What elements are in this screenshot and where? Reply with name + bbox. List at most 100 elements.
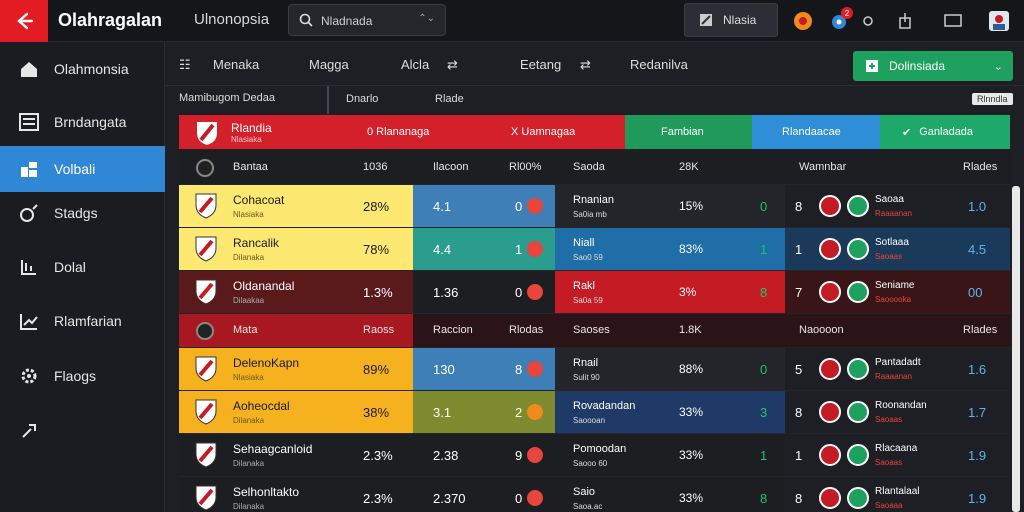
sidebar-item-volleyball[interactable]: Volbali	[0, 146, 165, 192]
away-team-logo-icon[interactable]	[847, 195, 869, 217]
tab-eetang[interactable]: Eetang	[520, 57, 562, 72]
home-team-logo-icon[interactable]	[819, 444, 841, 466]
sidebar-item-logout[interactable]	[0, 408, 165, 454]
status-dot-icon[interactable]	[527, 241, 543, 257]
filter-option-dnarlo[interactable]: Dnarlo	[346, 93, 379, 105]
summary-cell[interactable]: X Uamnagaa	[505, 115, 625, 149]
player-name[interactable]: Rnail	[573, 357, 599, 369]
sidebar-item-home[interactable]: Olahmonsia	[0, 46, 165, 92]
filter-option-rlade[interactable]: Rlade	[435, 93, 464, 105]
search-options-icon[interactable]: ⌃⌄	[418, 13, 435, 24]
summary-cell[interactable]: ✔ Ganladada	[880, 115, 1010, 149]
column-far-header[interactable]: Naoooon	[799, 324, 844, 336]
screen-icon[interactable]	[940, 8, 966, 34]
opponent-name[interactable]: Seniame	[875, 280, 915, 291]
status-dot-icon[interactable]	[527, 404, 543, 420]
column-mid-header[interactable]: Ilacoon	[433, 161, 469, 173]
status-dot-icon[interactable]	[527, 490, 543, 506]
tab-alcla[interactable]: Alcla	[401, 57, 430, 72]
sort-icon[interactable]: ⇄	[447, 57, 458, 72]
column-right-header[interactable]: Saoses	[573, 324, 610, 336]
column-mid-pct-header[interactable]: Rl00%	[509, 161, 542, 173]
back-button[interactable]	[0, 0, 48, 42]
share-icon[interactable]	[892, 8, 918, 34]
table-row[interactable]: Cohacoat Nlasiaka 28% 4.1 0 Rnanian Sa0i…	[179, 185, 1010, 228]
table-row[interactable]: DelenoKapn Nlasiaka 89% 130 8 Rnail Suli…	[179, 348, 1010, 391]
team-name[interactable]: Cohacoat	[233, 193, 285, 207]
status-dot-icon[interactable]	[527, 447, 543, 463]
sidebar-item-stadium[interactable]: Stadgs	[0, 190, 165, 236]
column-far-val-header[interactable]: Rlades	[963, 161, 998, 173]
player-name[interactable]: Rakl	[573, 280, 596, 292]
home-team-logo-icon[interactable]	[819, 195, 841, 217]
team-name[interactable]: Sehaagcanloid	[233, 442, 313, 456]
home-team-logo-icon[interactable]	[819, 487, 841, 509]
scrollbar[interactable]	[1012, 186, 1020, 512]
top-action-button[interactable]: Nlasia	[684, 3, 778, 37]
column-pct-header[interactable]: 1036	[363, 161, 388, 173]
opponent-name[interactable]: Pantadadt	[875, 357, 921, 368]
player-name[interactable]: Niall	[573, 237, 595, 249]
away-team-logo-icon[interactable]	[847, 444, 869, 466]
home-team-logo-icon[interactable]	[819, 281, 841, 303]
column-right-val-header[interactable]: 28K	[679, 161, 699, 173]
away-team-logo-icon[interactable]	[847, 401, 869, 423]
tab-menaka[interactable]: Menaka	[213, 57, 260, 72]
table-row[interactable]: Oldanandal Dilaakaa 1.3% 1.36 0 Rakl Sa0…	[179, 271, 1010, 314]
summary-cell[interactable]: Fambian	[625, 115, 752, 149]
filter-chip[interactable]: Rlnndla	[972, 93, 1013, 105]
column-far-val-header[interactable]: Rlades	[963, 324, 998, 336]
team-name[interactable]: Aoheocdal	[233, 399, 290, 413]
table-row[interactable]: Aoheocdal Dilanaka 38% 3.1 2 Rovadandan …	[179, 391, 1010, 434]
opponent-name[interactable]: Rlantalaal	[875, 486, 920, 497]
opponent-name[interactable]: Rlacaana	[875, 443, 918, 454]
player-name[interactable]: Rovadandan	[573, 400, 636, 412]
opponent-name[interactable]: Sotlaaa	[875, 237, 909, 248]
status-dot-icon[interactable]	[527, 198, 543, 214]
player-name[interactable]: Pomoodan	[573, 443, 627, 455]
trophy-icon[interactable]	[790, 8, 816, 34]
sidebar-item-bracket[interactable]: Dolal	[0, 244, 165, 290]
summary-cell[interactable]: 0 Rlananaga	[359, 115, 505, 149]
table-row[interactable]: Sehaagcanloid Dilanaka 2.3% 2.38 9 Pomoo…	[179, 434, 1010, 477]
team-name[interactable]: Selhonltakto	[233, 485, 300, 499]
avatar[interactable]	[986, 8, 1012, 34]
column-right-val-header[interactable]: 1.8K	[679, 324, 702, 336]
grid-icon[interactable]: ☷	[179, 57, 191, 72]
column-mid-header[interactable]: Raccion	[433, 324, 473, 336]
column-name-header[interactable]: Bantaa	[233, 161, 268, 173]
status-dot-icon[interactable]	[527, 284, 543, 300]
away-team-logo-icon[interactable]	[847, 281, 869, 303]
column-right-header[interactable]: Saoda	[573, 161, 605, 173]
away-team-logo-icon[interactable]	[847, 238, 869, 260]
column-far-header[interactable]: Wamnbar	[799, 161, 847, 173]
team-name[interactable]: Oldanandal	[233, 279, 295, 293]
sort-icon[interactable]: ⇄	[580, 57, 591, 72]
home-team-logo-icon[interactable]	[819, 238, 841, 260]
tab-redanilva[interactable]: Redanilva	[630, 57, 688, 72]
column-mid-pct-header[interactable]: Rlodas	[509, 324, 544, 336]
player-name[interactable]: Rnanian	[573, 194, 614, 206]
table-row[interactable]: Selhonltakto Dilanaka 2.3% 2.370 0 Saio …	[179, 477, 1010, 512]
search-input[interactable]	[321, 11, 421, 31]
tab-magga[interactable]: Magga	[309, 57, 349, 72]
summary-cell[interactable]: Rlandaacae	[752, 115, 880, 149]
notifications-icon[interactable]	[826, 8, 852, 34]
summary-team-cell[interactable]: Rlandia Nlasiaka	[179, 115, 359, 149]
column-name-header[interactable]: Mata	[233, 324, 258, 336]
team-name[interactable]: DelenoKapn	[233, 356, 300, 370]
sidebar-item-settings[interactable]: Flaogs	[0, 353, 165, 399]
sidebar-item-lineup[interactable]: Brndangata	[0, 99, 165, 145]
home-team-logo-icon[interactable]	[819, 401, 841, 423]
status-dot-icon[interactable]	[527, 361, 543, 377]
opponent-name[interactable]: Roonandan	[875, 400, 927, 411]
away-team-logo-icon[interactable]	[847, 358, 869, 380]
home-team-logo-icon[interactable]	[819, 358, 841, 380]
export-button[interactable]: Dolinsiada ⌄	[853, 51, 1013, 81]
player-name[interactable]: Saio	[573, 486, 596, 498]
search-box[interactable]: ⌃⌄	[288, 4, 446, 36]
column-pct-header[interactable]: Raoss	[363, 324, 395, 336]
sidebar-item-statistics[interactable]: Rlamfarian	[0, 298, 165, 344]
table-row[interactable]: Rancalik Dilanaka 78% 4.4 1 Niall Sao0 5…	[179, 228, 1010, 271]
refresh-icon[interactable]	[855, 8, 881, 34]
